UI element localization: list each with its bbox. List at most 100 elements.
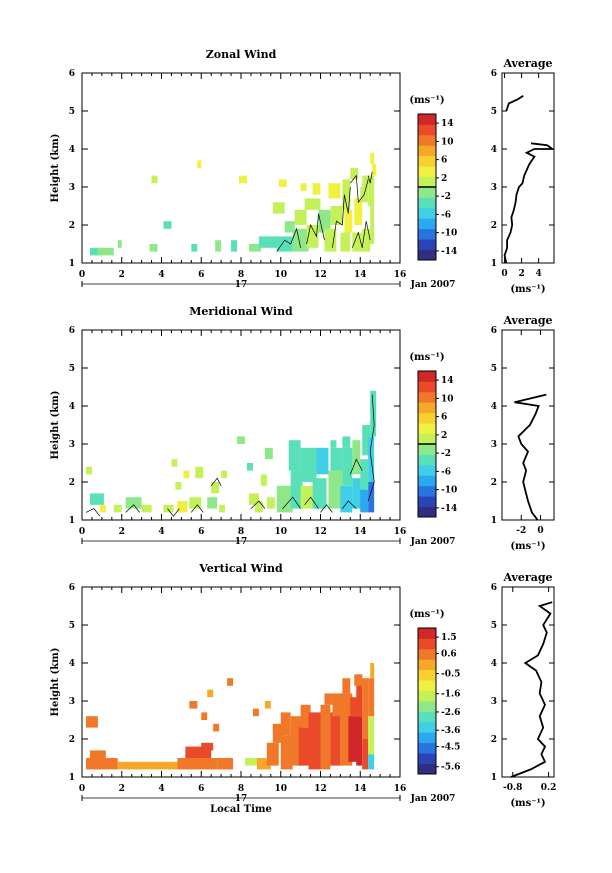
colorbar-tick-label: -2.6: [441, 708, 460, 718]
heatmap-cell: [330, 440, 337, 448]
heatmap-cell: [288, 440, 301, 471]
colorbar-swatch: [418, 166, 436, 177]
heatmap-cell: [276, 485, 293, 513]
chart-title: Zonal Wind: [206, 48, 277, 61]
y-tick-label: 4: [69, 402, 75, 412]
heatmap-cell: [219, 504, 226, 513]
profile-y-tick-label: 4: [491, 659, 497, 669]
profile-y-tick-label: 4: [491, 402, 497, 412]
heatmap-cell: [324, 228, 337, 252]
heatmap-cell: [85, 466, 92, 475]
heatmap-cell: [171, 459, 178, 467]
zero-contour: [191, 504, 204, 513]
heatmap-cell: [89, 493, 104, 505]
heatmap-cell: [308, 712, 321, 770]
heatmap-cell: [189, 701, 198, 709]
colorbar-tick-label: 1.5: [441, 633, 457, 643]
y-tick-label: 6: [69, 326, 75, 336]
heatmap-cell: [272, 202, 285, 214]
y-tick-label: 2: [69, 735, 75, 745]
profile-title: Average: [502, 57, 552, 70]
x-tick-label: 14: [354, 784, 367, 794]
colorbar-swatch: [418, 732, 436, 744]
colorbar-swatch: [418, 176, 436, 188]
heatmap-cell: [362, 175, 371, 187]
x-tick-label: 12: [314, 270, 327, 280]
colorbar-unit: (ms⁻¹): [409, 609, 444, 620]
colorbar-swatch: [418, 423, 436, 434]
heatmap-cell: [266, 497, 275, 509]
colorbar-tick-label: 0.6: [441, 650, 457, 660]
profile-y-tick-label: 6: [491, 69, 497, 79]
heatmap-cell: [151, 175, 158, 184]
heatmap-cell: [99, 504, 106, 513]
colorbar-swatch: [418, 475, 436, 487]
heatmap-cell: [362, 678, 369, 739]
x-tick-label: 10: [274, 270, 287, 280]
heatmap-cell: [342, 678, 351, 694]
profile-x-tick-label: 0: [501, 269, 507, 279]
heatmap-cell: [149, 244, 158, 252]
zero-contour: [276, 227, 301, 252]
colorbar-swatch: [418, 680, 436, 691]
colorbar-swatch: [418, 659, 436, 671]
x-tick-label: 14: [354, 270, 367, 280]
colorbar-tick-label: 6: [441, 156, 447, 166]
colorbar-swatch: [418, 454, 436, 466]
heatmap-cell: [217, 758, 234, 770]
heatmap-cell: [207, 689, 214, 698]
zero-contour: [304, 496, 319, 509]
heatmap-cell: [340, 232, 351, 252]
colorbar-tick-label: -2: [441, 449, 451, 459]
heatmap-cell: [278, 179, 287, 187]
colorbar-swatch: [418, 239, 436, 250]
heatmap-cell: [330, 206, 343, 225]
colorbar-swatch: [418, 412, 436, 424]
colorbar-tick-label: 6: [441, 413, 447, 423]
heatmap-cell: [290, 470, 303, 509]
heatmap-cell: [370, 206, 375, 244]
y-axis-label: Height (km): [50, 391, 61, 460]
colorbar-swatch: [418, 711, 436, 723]
heatmap-cell: [284, 221, 295, 233]
y-tick-label: 3: [69, 440, 75, 450]
heatmap-cell: [300, 447, 317, 482]
zero-contour: [125, 504, 140, 513]
zero-contour: [250, 500, 266, 509]
heatmap-cell: [266, 742, 279, 766]
heatmap-cell: [163, 504, 174, 513]
heatmap-cell: [352, 232, 363, 252]
heatmap-cell: [352, 440, 361, 475]
y-tick-label: 1: [69, 516, 75, 526]
profile-x-tick-label: 4: [536, 269, 542, 279]
zero-contour: [342, 500, 357, 509]
date-day-label: 17: [235, 794, 248, 804]
heatmap-cell: [368, 678, 375, 717]
heatmap-cell: [97, 247, 114, 256]
colorbar-tick-label: -14: [441, 247, 457, 257]
colorbar-swatch: [418, 628, 436, 639]
heatmap-cell: [350, 697, 359, 717]
heatmap-cell: [370, 152, 375, 165]
heatmap-cell: [292, 228, 309, 252]
heatmap-cell: [368, 716, 375, 755]
heatmap-cell: [342, 436, 351, 448]
x-tick-label: 0: [79, 784, 85, 794]
colorbar-swatch: [418, 218, 436, 230]
zero-contour: [351, 221, 371, 248]
profile-y-tick-label: 2: [491, 735, 497, 745]
colorbar-swatch: [418, 444, 436, 455]
profile-y-tick-label: 5: [491, 364, 497, 374]
y-tick-label: 3: [69, 697, 75, 707]
heatmap-cell: [248, 244, 261, 252]
heatmap-cell: [264, 447, 273, 460]
profile-y-tick-label: 6: [491, 326, 497, 336]
average-profile-line: [505, 95, 524, 112]
colorbar-tick-label: -0.5: [441, 670, 460, 680]
x-tick-label: 8: [238, 784, 244, 794]
colorbar-tick-label: -10: [441, 486, 457, 496]
